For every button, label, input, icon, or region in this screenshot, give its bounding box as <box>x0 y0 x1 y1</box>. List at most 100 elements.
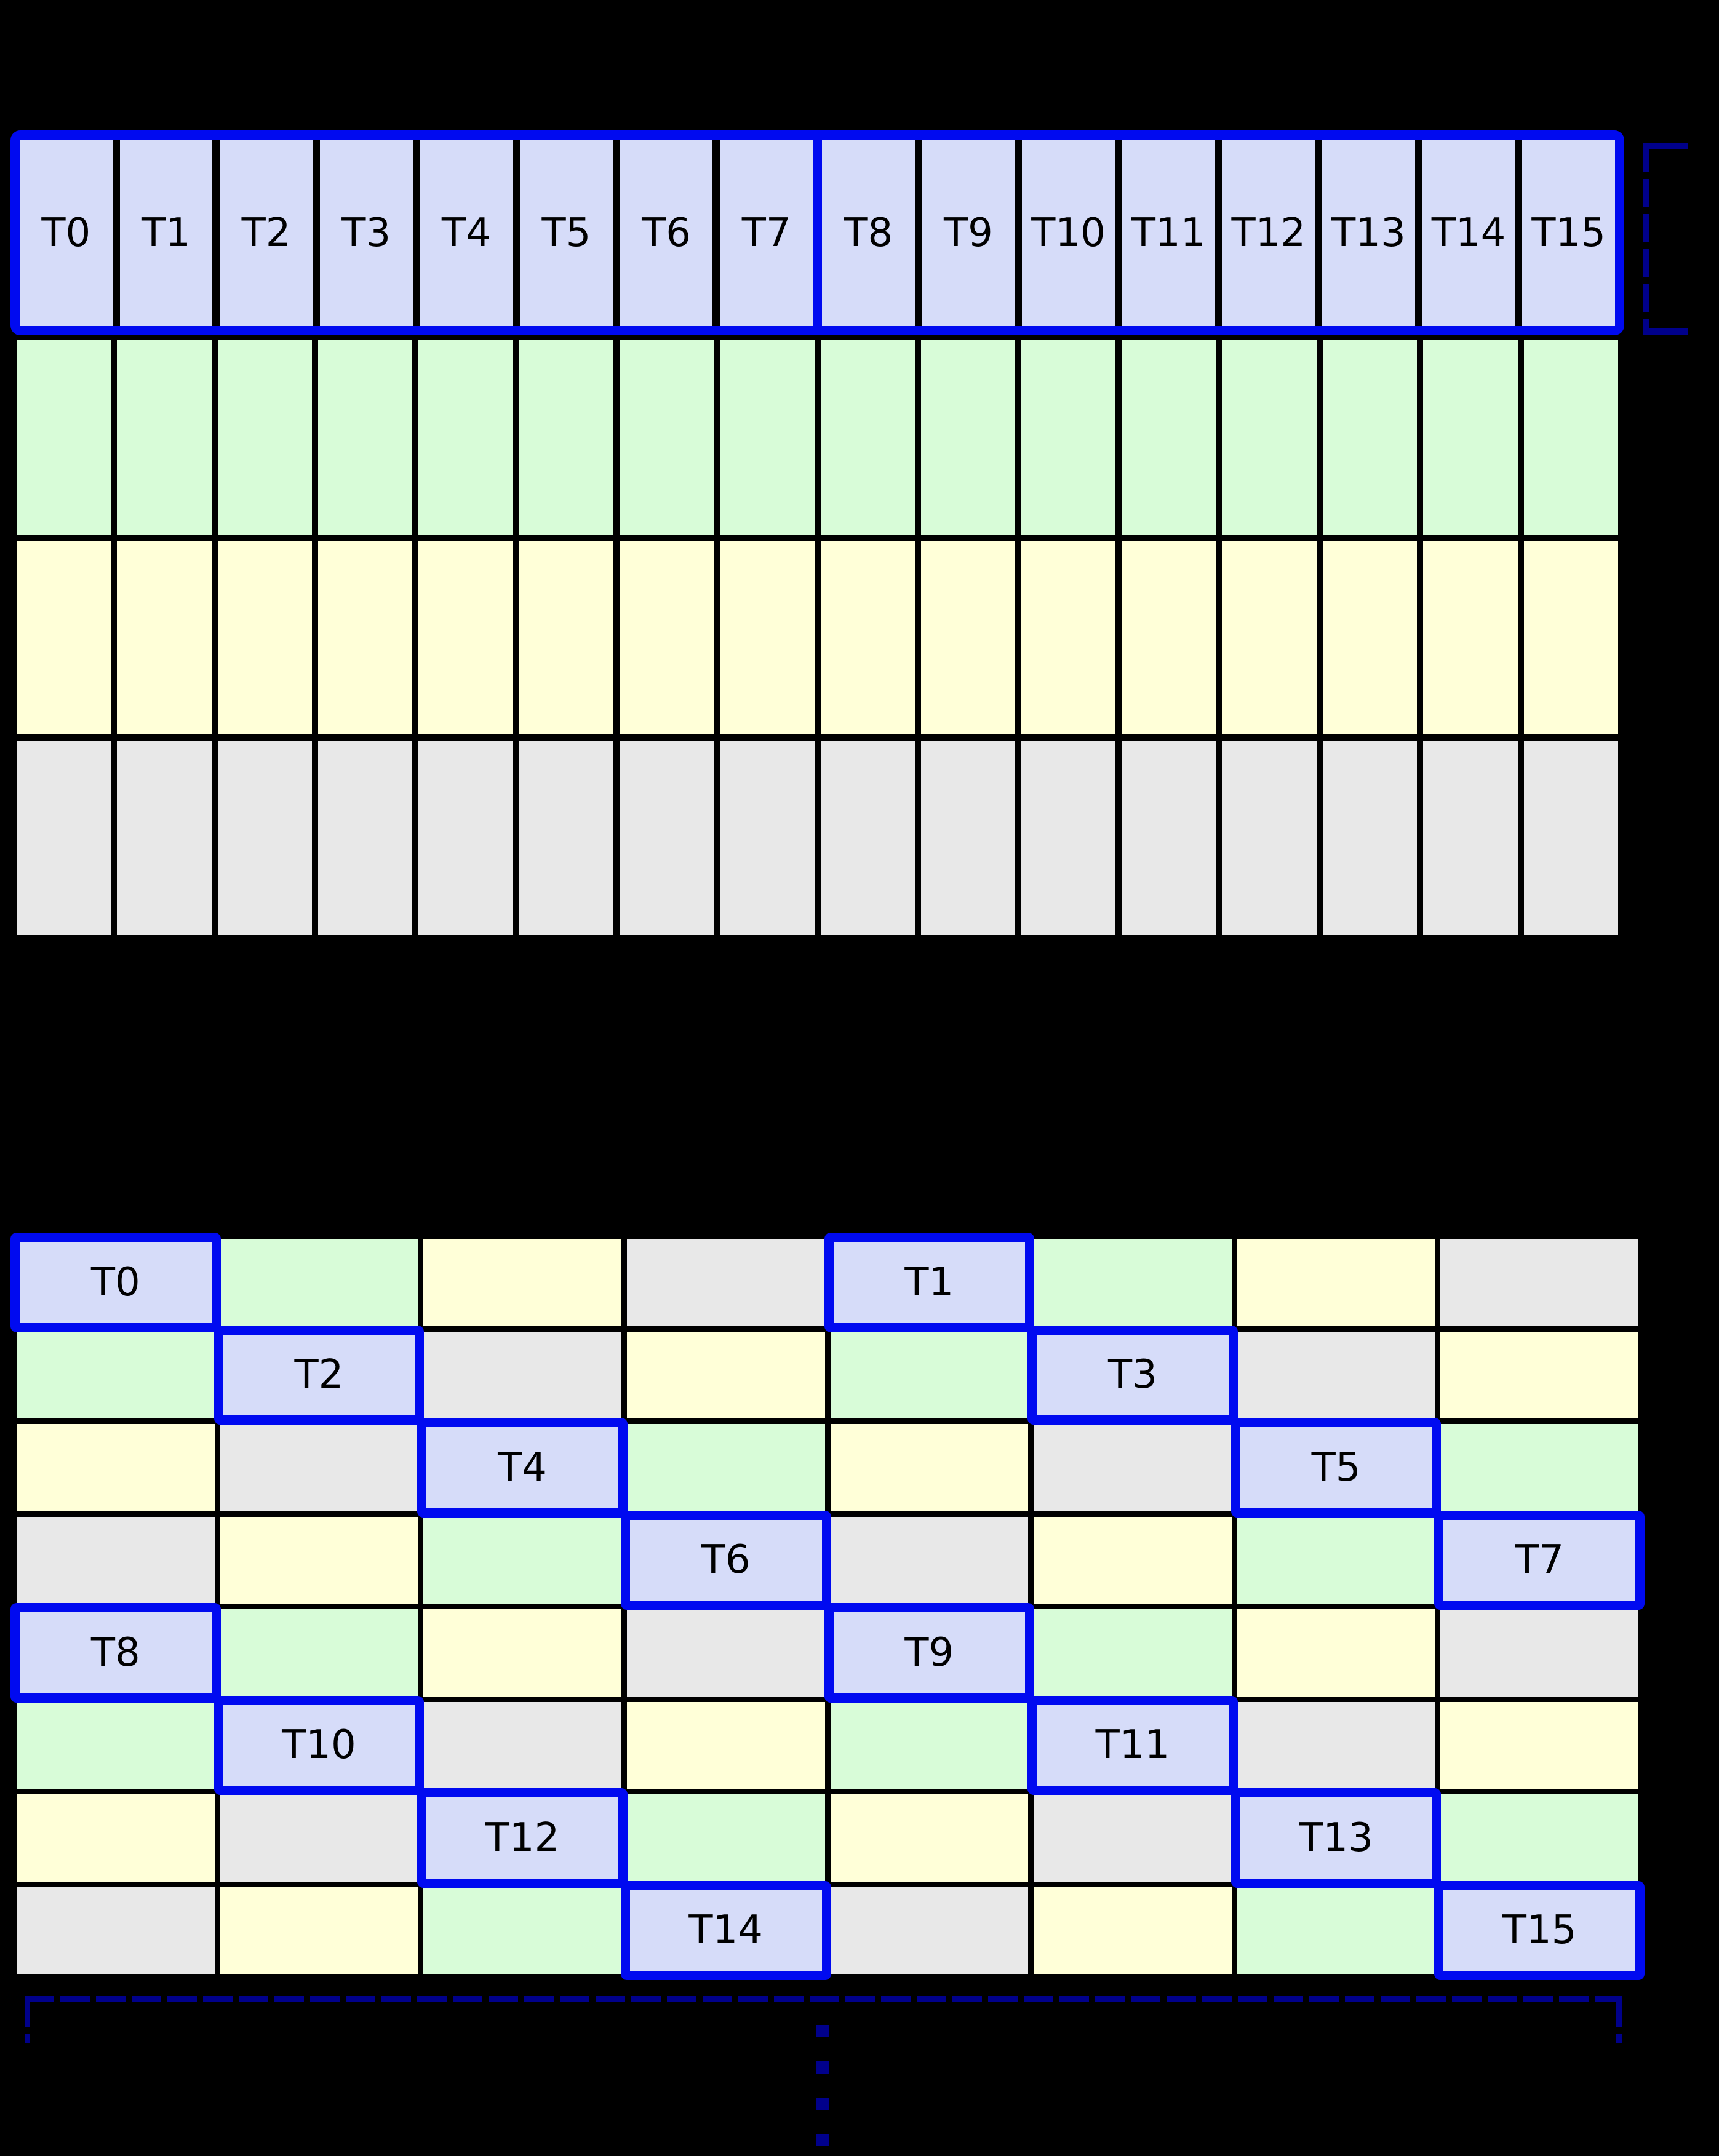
memory-cell-yellow <box>1034 1887 1232 1974</box>
bottom-bracket-right-tick <box>1616 1999 1622 2043</box>
access-cell-T2: T2 <box>213 1325 425 1425</box>
thread-label: T4 <box>441 210 491 256</box>
memory-cell-green <box>1237 1887 1435 1974</box>
memory-cell-gray <box>830 1887 1029 1974</box>
memory-cell-gray <box>1323 741 1418 935</box>
thread-cell-T11: T11 <box>1114 140 1215 326</box>
memory-cell-gray <box>17 1516 215 1604</box>
access-cell-T13: T13 <box>1230 1788 1442 1888</box>
memory-cell-green <box>619 340 714 535</box>
thread-label: T1 <box>142 210 191 256</box>
access-cell-T11: T11 <box>1027 1695 1238 1795</box>
memory-cell-gray <box>1222 741 1317 935</box>
memory-cell-gray <box>626 1239 825 1326</box>
memory-cell-gray <box>17 741 111 935</box>
half-warp-box-1: T8 T9 T10 T11 T12 T13 T14 T15 <box>822 130 1624 335</box>
memory-cell-green <box>317 340 413 535</box>
memory-cell-yellow <box>1440 1701 1638 1789</box>
memory-cell-green <box>1523 340 1618 535</box>
thread-cell-T6: T6 <box>612 140 713 326</box>
memory-cell-green <box>217 340 312 535</box>
memory-cell-gray <box>1237 1701 1435 1789</box>
memory-cell-green <box>418 340 513 535</box>
thread-label: T6 <box>701 1537 751 1583</box>
memory-cell-yellow <box>423 1609 621 1697</box>
memory-cell-yellow <box>920 540 1016 735</box>
access-cell-T7: T7 <box>1434 1510 1645 1610</box>
thread-label: T15 <box>1531 210 1606 256</box>
memory-cell-gray <box>619 741 714 935</box>
memory-cell-gray <box>1237 1331 1435 1418</box>
memory-cell-yellow <box>317 540 413 735</box>
thread-label: T7 <box>1515 1537 1565 1583</box>
memory-cell-yellow <box>1122 540 1216 735</box>
memory-cell-gray <box>1423 741 1518 935</box>
thread-label: T11 <box>1131 210 1206 256</box>
memory-cell-green <box>423 1516 621 1604</box>
memory-cell-gray <box>423 1331 621 1418</box>
memory-cell-green <box>830 1331 1029 1418</box>
memory-cell-yellow <box>17 1424 215 1511</box>
memory-cell-green <box>1034 1609 1232 1697</box>
memory-cell-green <box>17 1701 215 1789</box>
memory-cell-green <box>830 1701 1029 1789</box>
memory-cell-green <box>117 340 212 535</box>
memory-cell-gray <box>418 741 513 935</box>
half-warp-bracket-top-tick <box>1643 143 1688 149</box>
memory-cell-green <box>626 1424 825 1511</box>
memory-cell-gray <box>1440 1239 1638 1326</box>
memory-cell-gray <box>217 741 312 935</box>
memory-cell-gray <box>317 741 413 935</box>
thread-label: T10 <box>1031 210 1106 256</box>
memory-cell-gray <box>519 741 613 935</box>
memory-cell-green <box>220 1609 418 1697</box>
memory-cell-gray <box>1034 1794 1232 1882</box>
bottom-bracket-left-tick <box>25 1999 30 2043</box>
memory-cell-yellow <box>1523 540 1618 735</box>
thread-label: T0 <box>41 210 91 256</box>
memory-cell-yellow <box>1423 540 1518 735</box>
access-cell-T0: T0 <box>10 1233 221 1332</box>
memory-cell-yellow <box>626 1701 825 1789</box>
memory-cell-yellow <box>418 540 513 735</box>
memory-cell-green <box>17 340 111 535</box>
thread-label: T9 <box>904 1629 954 1676</box>
thread-cell-T14: T14 <box>1414 140 1515 326</box>
thread-cell-T7: T7 <box>712 140 813 326</box>
memory-cell-gray <box>1021 741 1116 935</box>
memory-cell-gray <box>1523 741 1618 935</box>
memory-cell-green <box>220 1239 418 1326</box>
memory-cell-green <box>920 340 1016 535</box>
memory-cell-gray <box>117 741 212 935</box>
memory-cell-yellow <box>17 540 111 735</box>
access-cell-T10: T10 <box>213 1695 425 1795</box>
memory-cell-yellow <box>1440 1331 1638 1418</box>
thread-label: T0 <box>90 1259 140 1305</box>
memory-cell-green <box>1034 1239 1232 1326</box>
access-cell-T15: T15 <box>1434 1880 1645 1980</box>
thread-label: T8 <box>844 210 893 256</box>
thread-label: T10 <box>282 1722 356 1768</box>
memory-cell-green <box>1021 340 1116 535</box>
memory-cell-yellow <box>720 540 815 735</box>
half-warp-bracket-vertical <box>1643 144 1649 335</box>
memory-cell-yellow <box>1034 1516 1232 1604</box>
thread-label: T1 <box>904 1259 954 1305</box>
memory-cell-gray <box>423 1701 621 1789</box>
memory-cell-yellow <box>220 1516 418 1604</box>
access-cell-T5: T5 <box>1230 1418 1442 1518</box>
half-warp-box-0: T0 T1 T2 T3 T4 T5 T6 T7 <box>10 130 822 335</box>
thread-cell-T0: T0 <box>20 140 113 326</box>
access-cell-T3: T3 <box>1027 1325 1238 1425</box>
thread-cell-T2: T2 <box>212 140 313 326</box>
memory-cell-green <box>1423 340 1518 535</box>
thread-label: T6 <box>642 210 691 256</box>
memory-cell-green <box>519 340 613 535</box>
thread-label: T12 <box>1231 210 1306 256</box>
memory-cell-green <box>626 1794 825 1882</box>
thread-label: T12 <box>485 1815 560 1861</box>
memory-cell-yellow <box>217 540 312 735</box>
thread-label: T14 <box>1431 210 1506 256</box>
thread-cell-T5: T5 <box>513 140 613 326</box>
